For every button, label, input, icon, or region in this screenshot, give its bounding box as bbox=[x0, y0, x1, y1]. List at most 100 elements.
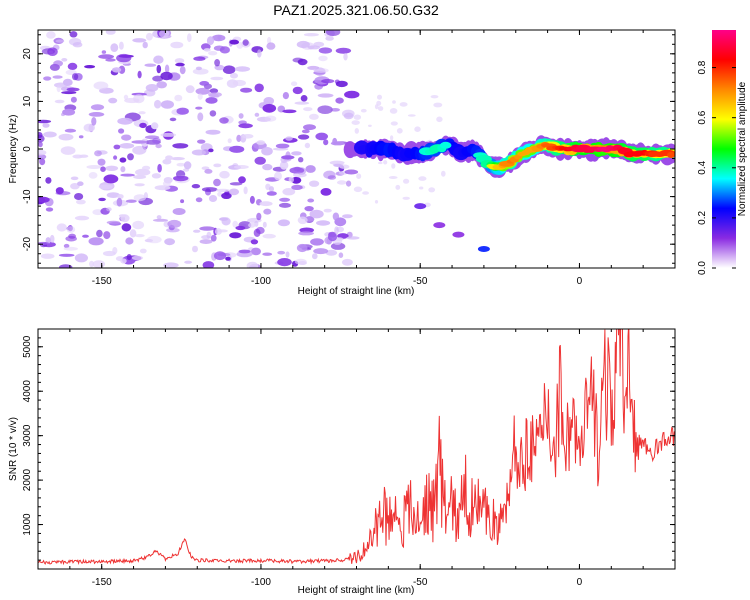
noise-speckle bbox=[132, 220, 145, 230]
noise-speckle bbox=[238, 176, 246, 184]
noise-speckle bbox=[297, 134, 310, 140]
noise-speckle bbox=[229, 182, 243, 186]
noise-speckle bbox=[336, 180, 347, 185]
noise-speckle bbox=[344, 90, 360, 99]
noise-speckle bbox=[299, 227, 315, 233]
noise-speckle bbox=[274, 171, 282, 181]
noise-speckle bbox=[304, 206, 314, 212]
noise-speckle bbox=[102, 250, 116, 257]
noise-speckle bbox=[62, 108, 76, 116]
noise-speckle bbox=[67, 62, 78, 70]
noise-speckle bbox=[309, 113, 319, 120]
noise-speckle bbox=[193, 229, 201, 233]
noise-speckle bbox=[179, 66, 186, 75]
noise-speckle bbox=[133, 175, 147, 179]
noise-speckle bbox=[230, 72, 238, 79]
noise-speckle bbox=[82, 234, 89, 238]
noise-speckle bbox=[74, 215, 90, 221]
colorbar-tick-label: 0.8 bbox=[697, 60, 708, 74]
noise-speckle bbox=[325, 249, 338, 256]
noise-speckle bbox=[145, 84, 159, 92]
noise-speckle bbox=[246, 261, 259, 268]
noise-speckle bbox=[55, 39, 65, 43]
noise-speckle bbox=[310, 238, 324, 246]
noise-speckle bbox=[151, 122, 159, 130]
noise-speckle bbox=[193, 56, 206, 61]
noise-speckle bbox=[55, 187, 64, 195]
noise-speckle bbox=[314, 83, 323, 90]
ridge-cell bbox=[440, 141, 452, 149]
colorbar-tick-label: 0.4 bbox=[697, 160, 708, 174]
noise-speckle bbox=[323, 208, 332, 213]
noise-speckle bbox=[300, 95, 308, 102]
noise-speckle bbox=[303, 124, 316, 131]
noise-speckle bbox=[38, 149, 47, 156]
noise-speckle bbox=[77, 181, 84, 186]
noise-speckle bbox=[254, 112, 260, 117]
noise-speckle bbox=[43, 131, 57, 138]
noise-speckle bbox=[174, 94, 183, 102]
spectrogram-y-label: Frequency (Hz) bbox=[8, 115, 19, 184]
spectral-blob bbox=[433, 222, 446, 229]
noise-speckle bbox=[70, 96, 77, 103]
y-tick-label: -20 bbox=[22, 237, 33, 252]
spectrogram-blob-layer bbox=[414, 203, 490, 252]
noise-speckle bbox=[38, 134, 45, 143]
snr-y-ticks: 1000 2000 3000 4000 5000 bbox=[22, 328, 675, 570]
noise-speckle bbox=[225, 256, 231, 261]
noise-speckle bbox=[368, 124, 372, 128]
spectrogram-noise-layer bbox=[38, 30, 446, 268]
noise-speckle bbox=[296, 243, 308, 253]
noise-speckle bbox=[64, 128, 77, 133]
noise-speckle bbox=[170, 41, 184, 49]
noise-speckle bbox=[199, 239, 213, 245]
noise-speckle bbox=[321, 79, 335, 84]
noise-speckle bbox=[219, 46, 230, 54]
noise-speckle bbox=[219, 117, 229, 124]
noise-speckle bbox=[353, 114, 362, 120]
noise-speckle bbox=[279, 202, 291, 208]
snr-panel: -150 -100 -50 0 1000 2000 3000 4000 5000 Height… bbox=[8, 328, 676, 596]
noise-speckle bbox=[332, 212, 340, 221]
noise-speckle bbox=[197, 112, 204, 122]
noise-speckle bbox=[164, 238, 176, 246]
noise-speckle bbox=[330, 242, 346, 250]
noise-speckle bbox=[106, 220, 121, 225]
noise-speckle bbox=[327, 232, 338, 242]
noise-speckle bbox=[267, 36, 272, 45]
noise-speckle bbox=[117, 194, 124, 199]
noise-speckle bbox=[236, 134, 242, 142]
noise-speckle bbox=[254, 156, 266, 165]
noise-speckle bbox=[74, 193, 84, 200]
noise-speckle bbox=[74, 253, 88, 263]
x-tick-label: -100 bbox=[251, 276, 271, 287]
noise-speckle bbox=[259, 201, 273, 207]
noise-speckle bbox=[173, 175, 189, 182]
noise-speckle bbox=[113, 155, 118, 160]
y-tick-label: 10 bbox=[22, 95, 33, 107]
noise-speckle bbox=[172, 143, 189, 149]
spectrogram-y-ticks: -20 -10 0 10 20 bbox=[22, 34, 675, 264]
noise-speckle bbox=[142, 41, 148, 49]
noise-speckle bbox=[69, 31, 78, 38]
noise-speckle bbox=[110, 43, 119, 52]
noise-speckle bbox=[297, 58, 308, 66]
noise-speckle bbox=[46, 31, 56, 39]
noise-speckle bbox=[172, 208, 186, 215]
noise-speckle bbox=[185, 85, 195, 94]
noise-speckle bbox=[256, 140, 266, 145]
x-tick-label: -50 bbox=[413, 276, 428, 287]
noise-speckle bbox=[195, 106, 203, 110]
noise-speckle bbox=[92, 260, 106, 268]
colorbar: 0.0 0.2 0.4 0.6 0.8 Normalized spectral ampl… bbox=[697, 30, 748, 275]
noise-speckle bbox=[164, 64, 170, 74]
noise-speckle bbox=[222, 65, 236, 74]
noise-speckle bbox=[262, 252, 273, 256]
noise-speckle bbox=[362, 191, 369, 195]
noise-speckle bbox=[118, 214, 127, 218]
noise-speckle bbox=[249, 195, 255, 204]
ridge-cell bbox=[667, 151, 675, 158]
noise-speckle bbox=[100, 166, 106, 172]
noise-speckle bbox=[269, 186, 274, 192]
